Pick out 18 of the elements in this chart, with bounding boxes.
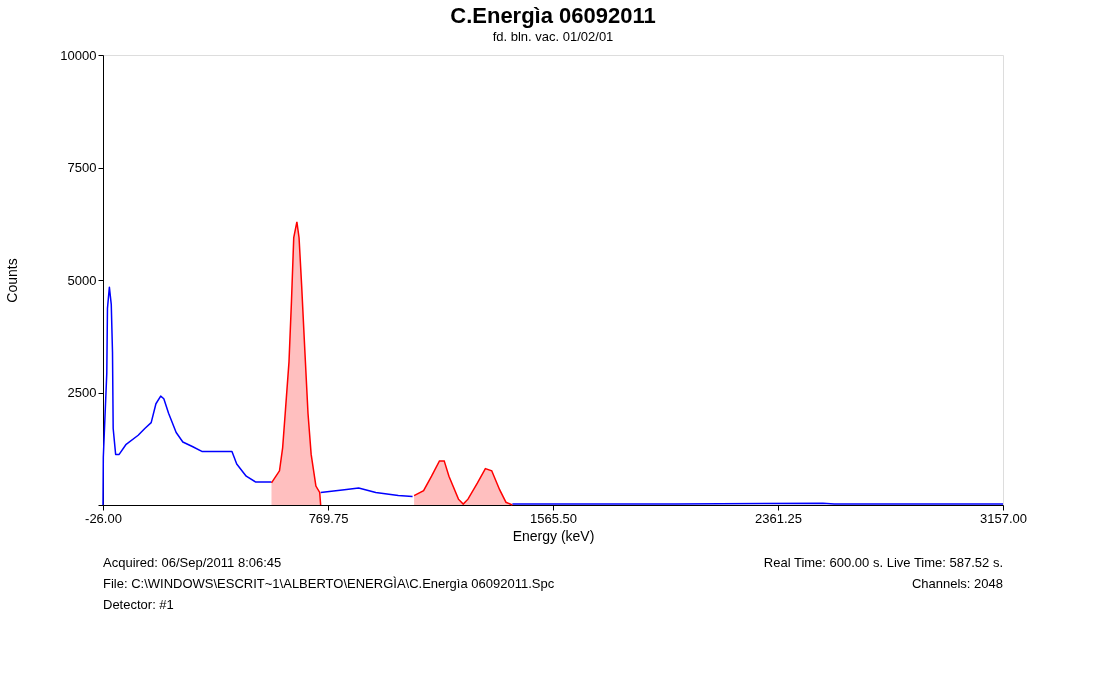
x-tick-label: 2361.25: [755, 510, 802, 526]
x-tick-label: 3157.00: [980, 510, 1027, 526]
chart-title: C.Energìa 06092011: [450, 3, 656, 28]
text: File: C:\WINDOWS\ESCRIT~1\ALBERTO\ENERGÌA\C.Energìa 06092011.Spc: [103, 576, 555, 591]
y-tick-label: 2500: [67, 385, 97, 400]
y-axis-title: Counts: [4, 258, 21, 303]
y-tick-label: 7500: [67, 160, 97, 175]
x-tick-label: 769.75: [308, 510, 349, 526]
text: Acquired: 06/Sep/2011 8:06:45: [103, 555, 282, 570]
x-tick-label: -26.00: [85, 510, 122, 526]
y-tick-label: 10000: [60, 47, 97, 63]
chart-subtitle: fd. bln. vac. 01/02/01: [492, 29, 614, 44]
x-axis-title: Energy (keV): [512, 527, 595, 544]
y-tick-label: 5000: [67, 272, 97, 288]
x-tick-label: 1565.50: [530, 510, 577, 526]
text: Detector: #1: [103, 597, 174, 612]
text: Real Time: 600.00 s. Live Time: 587.52 s.: [763, 555, 1003, 570]
text: Channels: 2048: [911, 576, 1003, 591]
